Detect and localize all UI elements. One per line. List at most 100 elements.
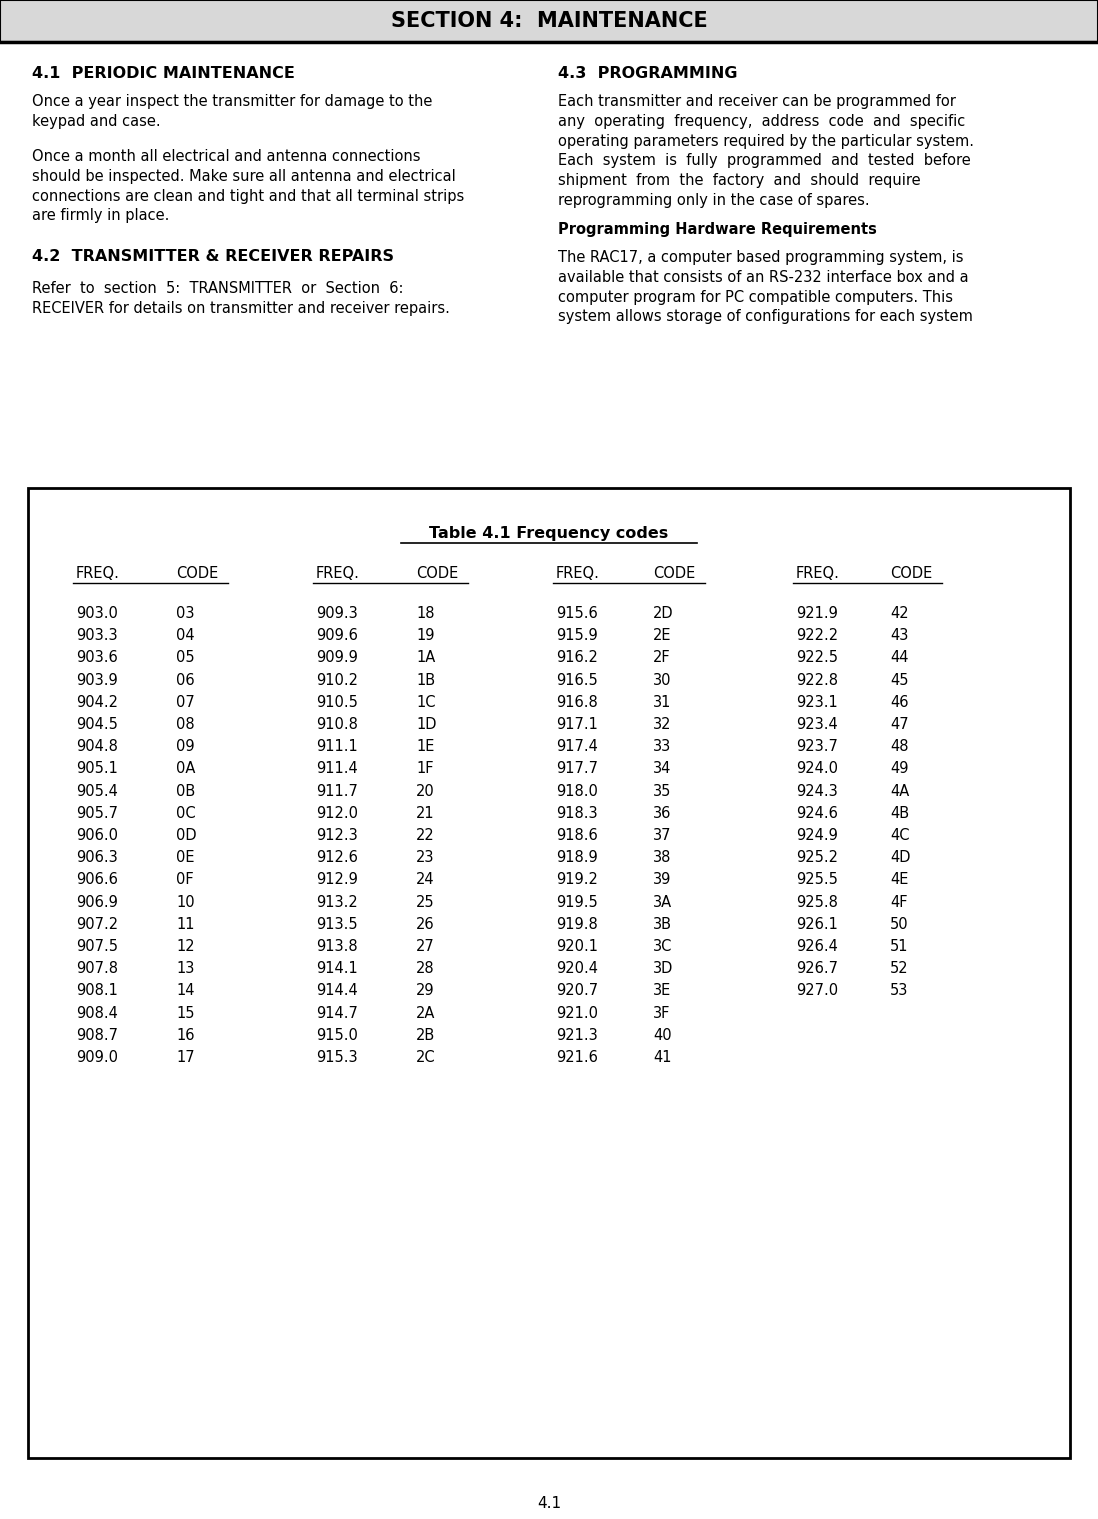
Text: 3E: 3E (653, 983, 671, 998)
Text: 905.4: 905.4 (76, 784, 117, 799)
Text: 13: 13 (176, 962, 194, 977)
Text: 906.0: 906.0 (76, 828, 117, 843)
Text: 4B: 4B (890, 805, 909, 820)
Text: 32: 32 (653, 717, 672, 732)
Text: Table 4.1 Frequency codes: Table 4.1 Frequency codes (429, 526, 669, 541)
Text: Once a month all electrical and antenna connections
should be inspected. Make su: Once a month all electrical and antenna … (32, 149, 464, 223)
Text: 919.5: 919.5 (556, 895, 597, 910)
Text: 0C: 0C (176, 805, 195, 820)
Text: 49: 49 (890, 761, 908, 776)
Text: 903.6: 903.6 (76, 650, 117, 665)
Text: 17: 17 (176, 1050, 194, 1065)
Text: 18: 18 (416, 606, 435, 621)
Text: 912.9: 912.9 (316, 872, 358, 887)
Text: 923.7: 923.7 (796, 740, 838, 755)
Text: 906.6: 906.6 (76, 872, 117, 887)
Text: 918.6: 918.6 (556, 828, 597, 843)
Text: 16: 16 (176, 1028, 194, 1044)
Text: 0A: 0A (176, 761, 195, 776)
Text: 0F: 0F (176, 872, 193, 887)
Text: 910.5: 910.5 (316, 694, 358, 709)
Text: 907.2: 907.2 (76, 917, 119, 931)
Text: 1E: 1E (416, 740, 435, 755)
Text: FREQ.: FREQ. (76, 567, 120, 580)
Text: 915.0: 915.0 (316, 1028, 358, 1044)
Text: 912.6: 912.6 (316, 851, 358, 866)
Text: 925.5: 925.5 (796, 872, 838, 887)
Text: 908.1: 908.1 (76, 983, 117, 998)
Text: 4.1  PERIODIC MAINTENANCE: 4.1 PERIODIC MAINTENANCE (32, 65, 295, 81)
Text: 914.1: 914.1 (316, 962, 358, 977)
Text: 08: 08 (176, 717, 194, 732)
Text: 29: 29 (416, 983, 435, 998)
Text: 912.0: 912.0 (316, 805, 358, 820)
Text: FREQ.: FREQ. (556, 567, 600, 580)
Text: 11: 11 (176, 917, 194, 931)
Text: Programming Hardware Requirements: Programming Hardware Requirements (558, 222, 877, 237)
Text: The RAC17, a computer based programming system, is
available that consists of an: The RAC17, a computer based programming … (558, 251, 973, 325)
Text: 27: 27 (416, 939, 435, 954)
Text: 903.0: 903.0 (76, 606, 117, 621)
Text: 922.2: 922.2 (796, 629, 838, 643)
Text: 0B: 0B (176, 784, 195, 799)
Text: 912.3: 912.3 (316, 828, 358, 843)
Text: 24: 24 (416, 872, 435, 887)
Text: 917.7: 917.7 (556, 761, 598, 776)
FancyBboxPatch shape (29, 488, 1069, 1458)
Text: 4.1: 4.1 (537, 1496, 561, 1511)
Text: 14: 14 (176, 983, 194, 998)
Text: CODE: CODE (890, 567, 932, 580)
Text: 921.9: 921.9 (796, 606, 838, 621)
Text: 25: 25 (416, 895, 435, 910)
Text: 05: 05 (176, 650, 194, 665)
Text: 904.2: 904.2 (76, 694, 117, 709)
Text: 2C: 2C (416, 1050, 436, 1065)
Text: 31: 31 (653, 694, 671, 709)
Text: 924.6: 924.6 (796, 805, 838, 820)
Text: 907.5: 907.5 (76, 939, 117, 954)
Text: 922.5: 922.5 (796, 650, 838, 665)
Text: Once a year inspect the transmitter for damage to the
keypad and case.: Once a year inspect the transmitter for … (32, 94, 433, 129)
Text: 921.3: 921.3 (556, 1028, 597, 1044)
Text: 913.8: 913.8 (316, 939, 358, 954)
Text: 4A: 4A (890, 784, 909, 799)
Text: 908.4: 908.4 (76, 1006, 117, 1021)
Text: 42: 42 (890, 606, 909, 621)
Text: 927.0: 927.0 (796, 983, 838, 998)
Text: 39: 39 (653, 872, 671, 887)
Text: 925.2: 925.2 (796, 851, 838, 866)
Text: 4E: 4E (890, 872, 908, 887)
Text: 53: 53 (890, 983, 908, 998)
Text: 919.8: 919.8 (556, 917, 597, 931)
Text: 12: 12 (176, 939, 194, 954)
Text: 09: 09 (176, 740, 194, 755)
Text: 904.8: 904.8 (76, 740, 117, 755)
Text: 1B: 1B (416, 673, 435, 688)
Text: 4C: 4C (890, 828, 909, 843)
Text: 922.8: 922.8 (796, 673, 838, 688)
Text: 909.0: 909.0 (76, 1050, 117, 1065)
Text: 48: 48 (890, 740, 908, 755)
Text: 4.2  TRANSMITTER & RECEIVER REPAIRS: 4.2 TRANSMITTER & RECEIVER REPAIRS (32, 249, 394, 264)
Text: 36: 36 (653, 805, 671, 820)
Text: 926.4: 926.4 (796, 939, 838, 954)
Text: 06: 06 (176, 673, 194, 688)
Text: 21: 21 (416, 805, 435, 820)
Text: 28: 28 (416, 962, 435, 977)
Text: 920.7: 920.7 (556, 983, 598, 998)
Text: 2E: 2E (653, 629, 672, 643)
Text: 915.6: 915.6 (556, 606, 597, 621)
Text: 50: 50 (890, 917, 909, 931)
Text: CODE: CODE (653, 567, 695, 580)
Text: 924.0: 924.0 (796, 761, 838, 776)
Text: Refer  to  section  5:  TRANSMITTER  or  Section  6:
RECEIVER for details on tra: Refer to section 5: TRANSMITTER or Secti… (32, 281, 450, 316)
Text: 909.3: 909.3 (316, 606, 358, 621)
Text: 907.8: 907.8 (76, 962, 117, 977)
Text: 3C: 3C (653, 939, 672, 954)
Text: 04: 04 (176, 629, 194, 643)
Text: 4D: 4D (890, 851, 910, 866)
Text: 20: 20 (416, 784, 435, 799)
Text: Each transmitter and receiver can be programmed for
any  operating  frequency,  : Each transmitter and receiver can be pro… (558, 94, 974, 208)
Text: 917.4: 917.4 (556, 740, 598, 755)
Text: 923.4: 923.4 (796, 717, 838, 732)
